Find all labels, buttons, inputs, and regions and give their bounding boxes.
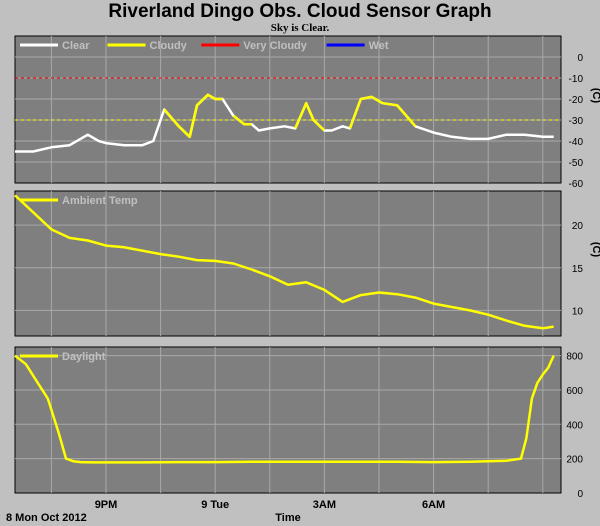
x-tick-label: 9PM: [95, 499, 118, 511]
y-tick-label: -20: [569, 95, 584, 106]
y-tick-label: -50: [569, 158, 584, 169]
series-line-cloudy: [348, 95, 417, 129]
y-axis-label: (C): [590, 88, 600, 104]
legend-label: Cloudy: [150, 40, 188, 52]
y-tick-label: 0: [577, 53, 583, 64]
plot-area: [14, 35, 562, 184]
y-tick-label: -60: [569, 179, 584, 190]
plot-area: [14, 190, 562, 337]
x-tick-label: 6AM: [422, 499, 445, 511]
y-tick-label: 10: [572, 306, 584, 317]
series-line-cloudy: [294, 101, 326, 132]
legend-label: Very Cloudy: [243, 40, 307, 52]
legend-label: Wet: [369, 40, 389, 52]
y-tick-label: -30: [569, 116, 584, 127]
sky-status: Sky is Clear.: [270, 22, 330, 34]
date-label: 8 Mon Oct 2012: [6, 512, 87, 524]
y-tick-label: -40: [569, 137, 584, 148]
legend-label: Ambient Temp: [62, 195, 138, 207]
series-line-cloudy: [232, 114, 252, 126]
series-line: [14, 354, 555, 464]
chart-title: Riverland Dingo Obs. Cloud Sensor Graph: [108, 1, 492, 22]
series-line-cloudy: [163, 93, 223, 139]
y-tick-label: 400: [566, 420, 583, 431]
plot-area: [14, 346, 562, 494]
legend-label: Daylight: [62, 351, 106, 363]
x-axis-label: Time: [275, 512, 301, 524]
x-tick-label: 3AM: [313, 499, 336, 511]
y-tick-label: 800: [566, 352, 583, 363]
y-tick-label: 600: [566, 386, 583, 397]
y-tick-label: -10: [569, 74, 584, 85]
y-tick-label: 15: [572, 264, 584, 275]
y-axis-label: (C): [590, 242, 600, 258]
series-line-clear: [15, 93, 554, 153]
y-tick-label: 0: [577, 489, 583, 500]
x-tick-label: 9 Tue: [201, 499, 229, 511]
series-line: [14, 194, 554, 330]
y-tick-label: 200: [566, 455, 583, 466]
y-tick-label: 20: [572, 221, 584, 232]
legend-label: Clear: [62, 40, 90, 52]
